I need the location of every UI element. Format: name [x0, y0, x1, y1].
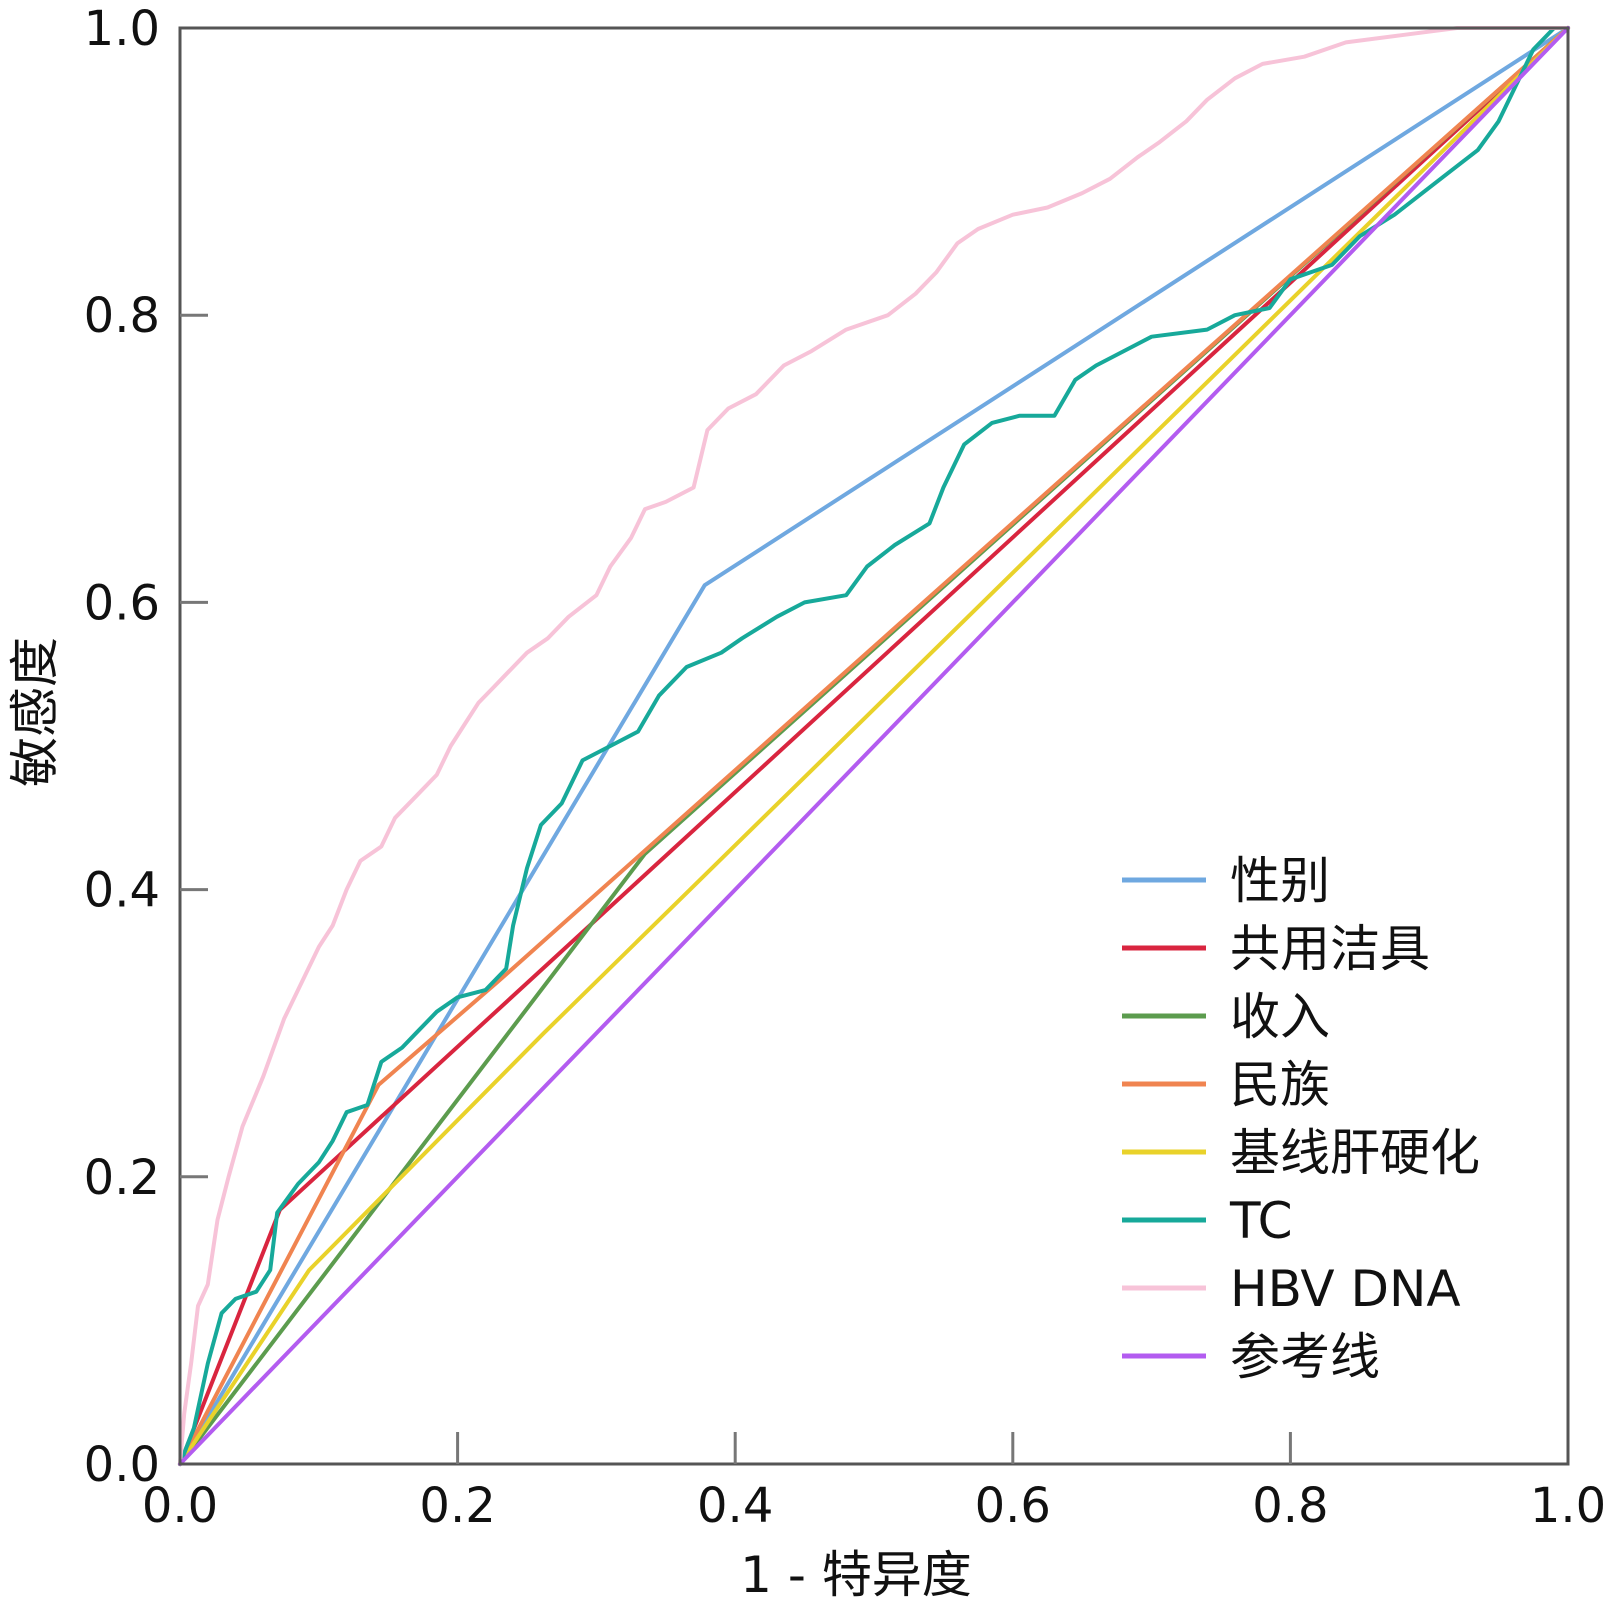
plot-frame — [178, 26, 1570, 1466]
legend-label: 共用洁具 — [1230, 920, 1430, 978]
series-line-8 — [178, 26, 1570, 1466]
series-line-7 — [178, 26, 1570, 1466]
x-tick-label: 0.8 — [1252, 1478, 1328, 1534]
legend-label: TC — [1229, 1192, 1293, 1250]
legend-item: 共用洁具 — [1122, 920, 1430, 978]
x-tick-label: 0.2 — [419, 1478, 495, 1534]
series-line-6 — [178, 26, 1570, 1466]
y-tick-label: 0.0 — [84, 1437, 160, 1493]
legend-label: 性别 — [1230, 852, 1330, 910]
y-tick-label: 1.0 — [84, 1, 160, 57]
y-tick-label: 0.6 — [84, 575, 160, 631]
series-line-5 — [178, 26, 1570, 1466]
y-tick-label: 0.2 — [84, 1150, 160, 1206]
legend-label: 基线肝硬化 — [1230, 1124, 1480, 1182]
y-tick-label: 0.4 — [84, 863, 160, 919]
series-line-1 — [178, 26, 1570, 1466]
legend-item: 性别 — [1122, 852, 1330, 910]
legend-label: 收入 — [1230, 988, 1330, 1046]
x-axis-title: 1 - 特异度 — [740, 1546, 972, 1604]
legend-label: 民族 — [1230, 1056, 1330, 1114]
legend-item: 基线肝硬化 — [1122, 1124, 1480, 1182]
tick-layer: 0.0 0.2 0.4 0.6 0.8 1.0 0.0 0.2 0.4 0.6 0.8 1.0 — [84, 1, 1606, 1534]
legend-item: TC — [1122, 1192, 1293, 1250]
x-tick-label: 0.4 — [697, 1478, 773, 1534]
series-line-4 — [178, 26, 1570, 1466]
legend-item: HBV DNA — [1122, 1260, 1461, 1318]
y-axis-title: 敏感度 — [6, 637, 64, 787]
x-tick-label: 0.0 — [142, 1478, 218, 1534]
y-tick-label: 0.8 — [84, 288, 160, 344]
legend-item: 民族 — [1122, 1056, 1330, 1114]
legend-label: 参考线 — [1230, 1328, 1380, 1386]
legend-label: HBV DNA — [1230, 1260, 1461, 1318]
x-tick-label: 0.6 — [975, 1478, 1051, 1534]
legend-item: 收入 — [1122, 988, 1330, 1046]
x-tick-label: 1.0 — [1530, 1478, 1606, 1534]
series-layer — [178, 26, 1570, 1466]
legend-item: 参考线 — [1122, 1328, 1380, 1386]
